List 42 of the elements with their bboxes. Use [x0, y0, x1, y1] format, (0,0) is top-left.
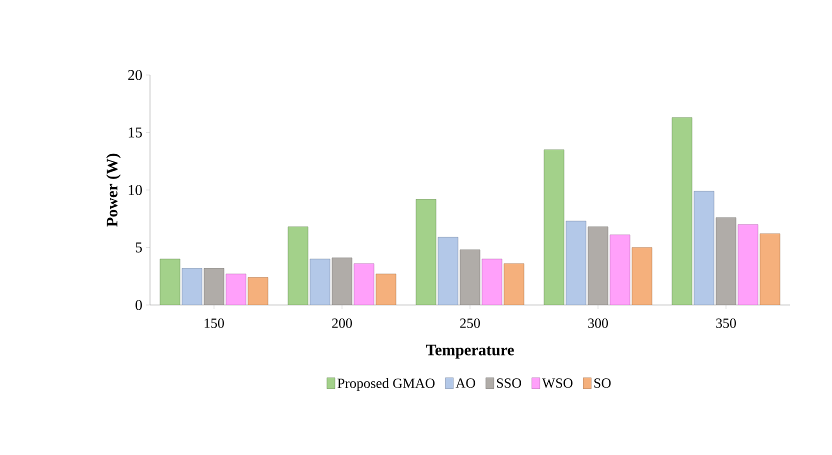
bar [760, 234, 780, 305]
legend-label: WSO [542, 378, 572, 388]
bar [588, 226, 608, 305]
bar [310, 258, 330, 305]
legend-label: SO [594, 378, 611, 388]
legend-label: Proposed GMAO [338, 378, 435, 391]
y-tick-label: 5 [136, 242, 142, 252]
y-tick-label: 15 [128, 128, 142, 138]
y-axis-title: Power (W) [106, 154, 121, 227]
y-tick-label: 0 [136, 300, 142, 310]
x-tick-label: 300 [588, 318, 608, 328]
x-tick-label: 200 [332, 318, 352, 328]
legend-label: AO [456, 378, 476, 388]
bar [504, 263, 524, 305]
x-axis-title: Temperature [426, 344, 514, 359]
bar [332, 258, 352, 305]
bar [354, 263, 374, 305]
bar [182, 268, 202, 305]
bar [632, 247, 652, 305]
x-tick-label: 150 [204, 318, 224, 328]
bar [738, 224, 758, 305]
bar [160, 258, 180, 305]
y-tick-label: 10 [128, 184, 142, 196]
bar [482, 258, 502, 305]
bar [376, 274, 396, 305]
bar [248, 277, 268, 305]
legend-label: SSO [497, 378, 522, 388]
bar [566, 220, 586, 305]
bar [672, 117, 692, 305]
bar [610, 234, 630, 305]
bar [716, 217, 736, 305]
y-tick-label: 20 [128, 70, 142, 80]
bar [288, 226, 308, 305]
bar [204, 268, 224, 305]
bar [226, 274, 246, 305]
x-tick-label: 350 [716, 318, 736, 328]
bar [416, 199, 436, 305]
bar [694, 190, 714, 305]
x-tick-label: 250 [460, 318, 480, 328]
bar [438, 236, 458, 305]
bar [460, 250, 480, 305]
bar [544, 150, 564, 305]
